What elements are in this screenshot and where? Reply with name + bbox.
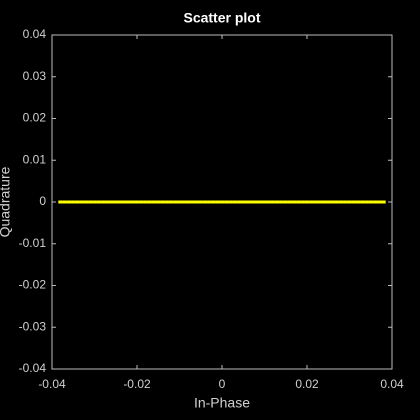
point	[283, 200, 288, 204]
point	[334, 200, 339, 204]
point	[92, 200, 97, 204]
point	[160, 200, 165, 204]
point	[381, 200, 386, 204]
point	[372, 200, 378, 204]
point	[168, 200, 174, 204]
point	[75, 200, 80, 204]
point	[317, 200, 322, 204]
point	[292, 200, 297, 204]
point	[287, 200, 293, 204]
y-tick-label: 0.03	[23, 69, 47, 83]
point	[330, 200, 335, 204]
y-tick-label: -0.04	[19, 361, 47, 375]
point	[185, 200, 191, 204]
point	[313, 200, 318, 204]
point	[351, 200, 356, 204]
y-axis-label: Quadrature	[0, 166, 13, 237]
point	[88, 200, 93, 204]
point	[360, 200, 365, 204]
point	[364, 200, 369, 204]
point	[211, 200, 216, 204]
point	[58, 200, 63, 204]
point	[279, 200, 284, 204]
point	[258, 200, 263, 204]
y-tick-label: -0.02	[19, 278, 47, 292]
point	[126, 200, 131, 204]
y-tick-label: -0.03	[19, 319, 47, 333]
point	[270, 200, 276, 204]
point	[71, 200, 76, 204]
chart-title: Scatter plot	[183, 10, 260, 26]
point	[262, 200, 267, 204]
point	[343, 200, 348, 204]
point	[355, 200, 361, 204]
point	[134, 200, 140, 204]
point	[236, 200, 242, 204]
point	[219, 200, 225, 204]
point	[96, 200, 101, 204]
x-tick-label: -0.02	[123, 377, 151, 391]
y-tick-label: 0.04	[23, 27, 47, 41]
point	[232, 200, 237, 204]
y-tick-label: 0.02	[23, 111, 47, 125]
point	[177, 200, 182, 204]
point	[347, 200, 352, 204]
point	[198, 200, 203, 204]
point	[100, 200, 106, 204]
point	[266, 200, 271, 204]
y-tick-label: -0.01	[19, 236, 47, 250]
y-tick-label: 0	[39, 194, 46, 208]
point	[377, 200, 382, 204]
point	[181, 200, 186, 204]
point	[83, 200, 89, 204]
point	[105, 200, 110, 204]
x-tick-label: 0.04	[380, 377, 404, 391]
y-tick-label: 0.01	[23, 152, 47, 166]
point	[321, 200, 327, 204]
x-tick-label: -0.04	[38, 377, 66, 391]
point	[224, 200, 229, 204]
point	[113, 200, 118, 204]
point	[368, 200, 373, 204]
point	[194, 200, 199, 204]
point	[338, 200, 344, 204]
x-axis-label: In-Phase	[194, 395, 250, 411]
point	[249, 200, 254, 204]
point	[253, 200, 259, 204]
point	[207, 200, 212, 204]
point	[190, 200, 195, 204]
point	[139, 200, 144, 204]
point	[304, 200, 310, 204]
point	[326, 200, 331, 204]
point	[228, 200, 233, 204]
point	[215, 200, 220, 204]
point	[130, 200, 135, 204]
point	[245, 200, 250, 204]
point	[173, 200, 178, 204]
point	[202, 200, 208, 204]
x-tick-label: 0	[219, 377, 226, 391]
point	[296, 200, 301, 204]
point	[66, 200, 72, 204]
point	[309, 200, 314, 204]
point	[275, 200, 280, 204]
x-tick-label: 0.02	[295, 377, 319, 391]
point	[151, 200, 157, 204]
point	[241, 200, 246, 204]
point	[156, 200, 161, 204]
point	[79, 200, 84, 204]
point	[122, 200, 127, 204]
point	[143, 200, 148, 204]
point	[147, 200, 152, 204]
point	[62, 200, 67, 204]
point	[109, 200, 114, 204]
point	[300, 200, 305, 204]
point	[117, 200, 123, 204]
point	[164, 200, 169, 204]
